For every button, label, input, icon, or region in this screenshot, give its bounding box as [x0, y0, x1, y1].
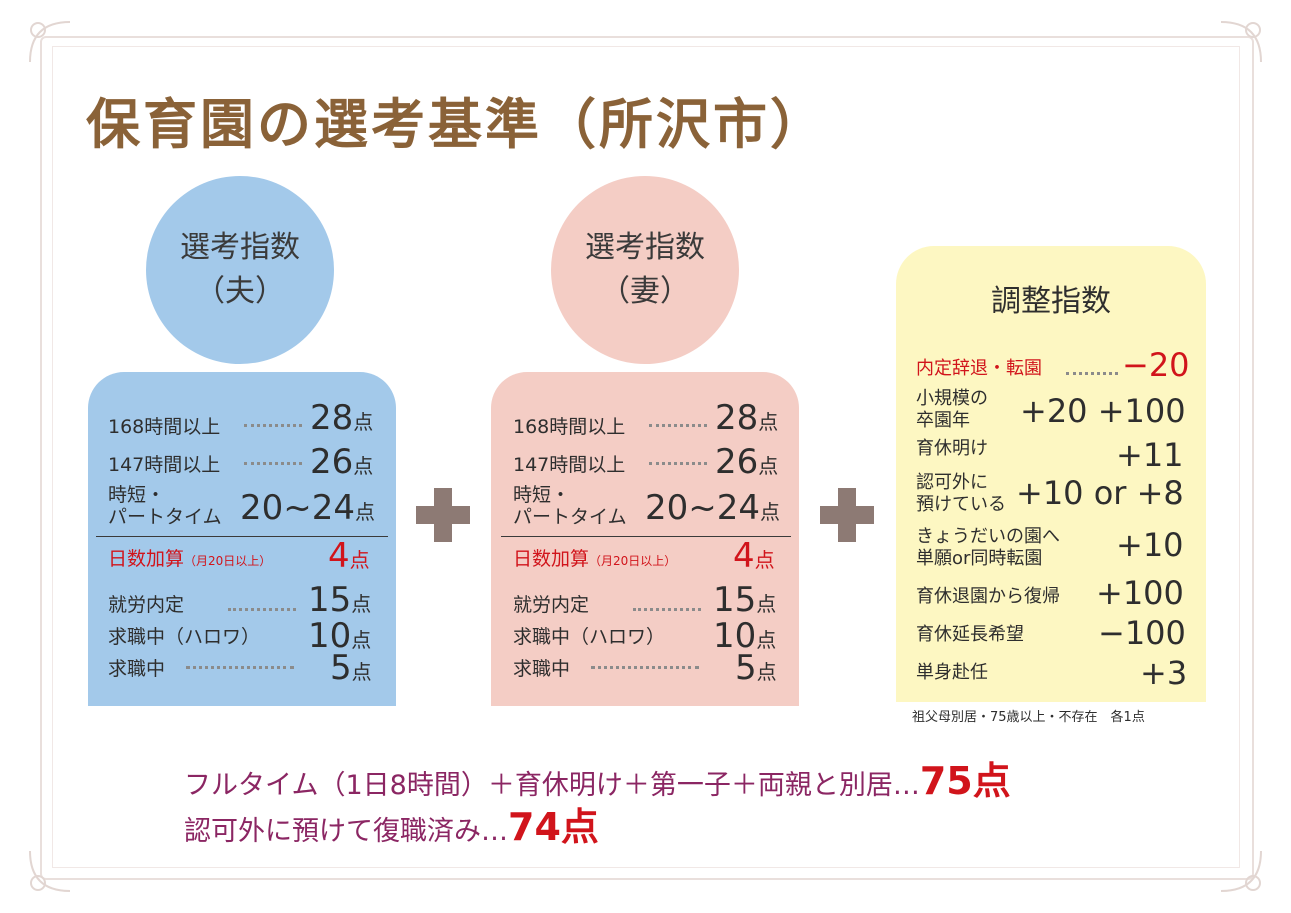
row-points: 10点 — [308, 616, 372, 656]
leader-dots — [1066, 372, 1118, 375]
row-label: 168時間以上 — [513, 416, 626, 438]
row-points: 26点 — [310, 442, 374, 482]
adjust-label: 育休明け — [916, 438, 988, 459]
circle-title: 選考指数 — [180, 230, 300, 265]
adjust-value: −20 — [1122, 346, 1190, 384]
circle-subtitle: （妻） — [600, 274, 690, 309]
bonus-points: 4点 — [328, 536, 370, 576]
row-points: 20~24点 — [240, 488, 376, 528]
corner-ornament-icon — [1220, 850, 1262, 892]
row-label: 147時間以上 — [108, 454, 221, 476]
divider — [96, 536, 388, 537]
leader-dots — [244, 462, 302, 465]
leader-dots — [633, 608, 701, 611]
row-points: 26点 — [715, 442, 779, 482]
circle-title: 選考指数 — [585, 230, 705, 265]
row-points: 20~24点 — [645, 488, 781, 528]
husband-index-circle: 選考指数 （夫） — [146, 176, 334, 364]
divider — [501, 536, 791, 537]
corner-ornament-icon — [1220, 21, 1262, 63]
example-line-1: フルタイム（1日8時間）＋育休明け＋第一子＋両親と別居…75点 — [184, 759, 1011, 803]
row-label: 就労内定 — [513, 594, 590, 616]
adjust-label: 認可外に 預けている — [916, 472, 1006, 515]
decorative-frame-inner — [52, 46, 1240, 868]
husband-index-card: 168時間以上 28点 147時間以上 26点 時短・ パートタイム 20~24点… — [88, 372, 396, 706]
adjust-value: +3 — [1140, 654, 1188, 692]
corner-ornament-icon — [29, 21, 71, 63]
adjustment-index-card: 調整指数 内定辞退・転園 −20 小規模の 卒園年 +20 +100 育休明け +… — [896, 246, 1206, 702]
adjust-label: 小規模の 卒園年 — [916, 388, 988, 431]
plus-icon — [820, 488, 874, 542]
row-points: 28点 — [310, 398, 374, 438]
row-label: 168時間以上 — [108, 416, 221, 438]
row-label: 時短・ パートタイム — [108, 484, 222, 528]
leader-dots — [228, 608, 296, 611]
leader-dots — [186, 666, 294, 669]
adjustment-footnote: 祖父母別居・75歳以上・不存在 各1点 — [912, 710, 1145, 725]
adjust-value: +20 +100 — [1020, 392, 1186, 430]
leader-dots — [591, 666, 699, 669]
row-points: 10点 — [713, 616, 777, 656]
adjust-label: 育休延長希望 — [916, 624, 1024, 645]
row-points: 28点 — [715, 398, 779, 438]
circle-subtitle: （夫） — [195, 274, 285, 309]
adjust-value: −100 — [1098, 614, 1186, 652]
adjust-label: 内定辞退・転園 — [916, 358, 1042, 379]
row-label: 時短・ パートタイム — [513, 484, 627, 528]
row-points: 5点 — [735, 648, 777, 688]
bonus-label: 日数加算（月20日以上） — [108, 548, 272, 570]
row-label: 就労内定 — [108, 594, 185, 616]
adjust-label: 単身赴任 — [916, 662, 988, 683]
corner-ornament-icon — [29, 850, 71, 892]
adjust-label: 育休退園から復帰 — [916, 586, 1060, 607]
row-label: 求職中 — [513, 658, 571, 680]
row-label: 求職中 — [108, 658, 166, 680]
adjust-value: +10 or +8 — [1016, 474, 1184, 512]
adjust-value: +10 — [1116, 526, 1184, 564]
leader-dots — [649, 462, 707, 465]
page-title: 保育園の選考基準（所沢市） — [86, 93, 827, 156]
wife-index-card: 168時間以上 28点 147時間以上 26点 時短・ パートタイム 20~24点… — [491, 372, 799, 706]
bonus-label: 日数加算（月20日以上） — [513, 548, 677, 570]
row-label: 求職中（ハロワ） — [513, 626, 666, 648]
adjustment-title: 調整指数 — [991, 284, 1111, 319]
leader-dots — [244, 424, 302, 427]
decorative-frame — [40, 36, 1254, 880]
adjust-value: +11 — [1116, 436, 1184, 474]
leader-dots — [649, 424, 707, 427]
row-label: 147時間以上 — [513, 454, 626, 476]
row-points: 5点 — [330, 648, 372, 688]
row-label: 求職中（ハロワ） — [108, 626, 261, 648]
wife-index-circle: 選考指数 （妻） — [551, 176, 739, 364]
bonus-points: 4点 — [733, 536, 775, 576]
row-points: 15点 — [308, 580, 372, 620]
adjust-value: +100 — [1096, 574, 1184, 612]
example-line-2: 認可外に預けて復職済み…74点 — [184, 805, 599, 849]
plus-icon — [416, 488, 470, 542]
adjust-label: きょうだいの園へ 単願or同時転園 — [916, 526, 1060, 569]
row-points: 15点 — [713, 580, 777, 620]
